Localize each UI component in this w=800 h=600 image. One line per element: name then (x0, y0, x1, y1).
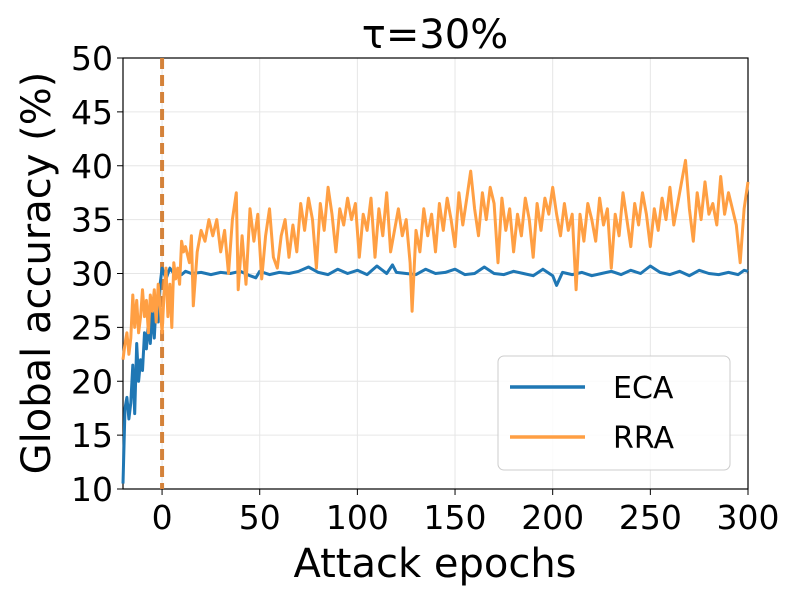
legend-box (497, 355, 731, 471)
y-tick-label: 10 (71, 470, 113, 509)
axis-ticks: 0 50 100 150 200 250 300 10 15 20 25 30 35 40 45 50 (71, 39, 780, 537)
x-tick-label: 300 (717, 498, 780, 537)
series-line-rra (121, 158, 750, 360)
y-tick-label: 25 (71, 308, 113, 347)
y-tick-label: 50 (71, 39, 113, 78)
y-tick-label: 30 (71, 255, 113, 294)
series-group (121, 158, 750, 484)
legend-label-eca: ECA (613, 371, 674, 406)
y-tick-label: 45 (71, 93, 113, 132)
legend: ECA RRA (497, 355, 731, 471)
y-axis-label: Global accuracy (%) (14, 72, 60, 475)
y-tick-label: 15 (71, 416, 113, 455)
series-line-eca (121, 263, 749, 484)
x-tick-label: 150 (424, 498, 487, 537)
chart-title: τ=30% (362, 12, 509, 58)
x-axis-label: Attack epochs (293, 541, 576, 587)
x-tick-label: 100 (326, 498, 389, 537)
y-tick-label: 35 (71, 201, 113, 240)
legend-label-rra: RRA (613, 421, 674, 456)
x-tick-label: 250 (619, 498, 682, 537)
y-tick-label: 40 (71, 147, 113, 186)
x-tick-label: 0 (152, 498, 173, 537)
y-tick-label: 20 (71, 362, 113, 401)
x-tick-label: 50 (239, 498, 281, 537)
x-tick-label: 200 (521, 498, 584, 537)
